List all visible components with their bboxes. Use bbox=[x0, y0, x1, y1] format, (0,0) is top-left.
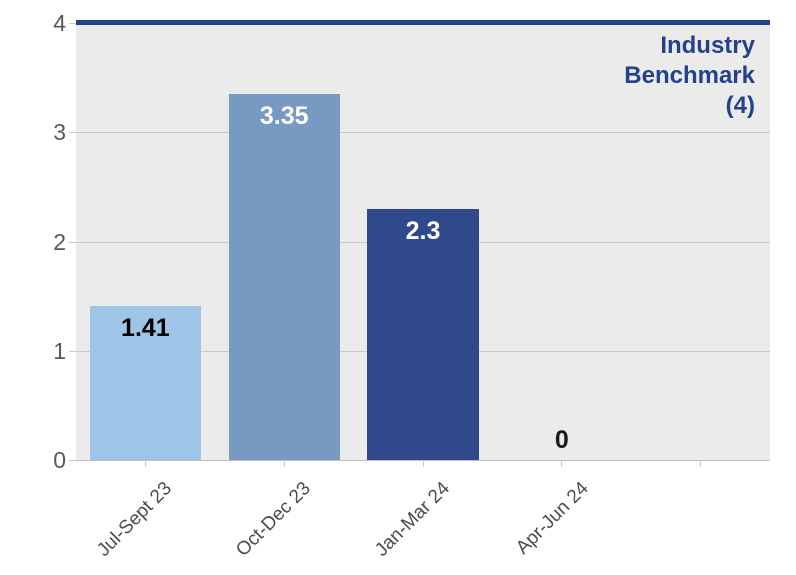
benchmark-line bbox=[76, 20, 770, 25]
x-axis-label-jan-mar-24: Jan-Mar 24 bbox=[371, 478, 454, 561]
y-axis-tick bbox=[69, 350, 76, 352]
benchmark-label-line1: Industry bbox=[660, 32, 755, 59]
bar-value-label-jan-mar-24: 2.3 bbox=[405, 216, 441, 245]
y-axis-label-1: 1 bbox=[53, 337, 66, 364]
bar-value-label-oct-dec-23: 3.35 bbox=[259, 102, 309, 130]
x-axis-tick bbox=[561, 461, 563, 467]
x-axis-label-oct-dec-23: Oct-Dec 23 bbox=[232, 478, 316, 561]
bar-value-label-apr-jun-24: 0 bbox=[554, 426, 569, 454]
y-axis-label-2: 2 bbox=[53, 228, 66, 255]
bar-value-label-jul-sept-23: 1.41 bbox=[121, 313, 170, 342]
benchmark-label: Industry Benchmark (4) bbox=[624, 31, 755, 121]
benchmark-label-line2: Benchmark bbox=[624, 62, 755, 89]
y-axis-tick bbox=[69, 241, 76, 243]
y-axis-label-4: 4 bbox=[53, 10, 66, 36]
gridline-y3 bbox=[76, 132, 770, 134]
y-axis-label-3: 3 bbox=[53, 119, 66, 146]
y-axis-tick bbox=[69, 132, 76, 134]
y-axis-label-0: 0 bbox=[53, 447, 66, 473]
x-axis-tick bbox=[700, 461, 702, 467]
x-axis-label-jul-sept-23: Jul-Sept 23 bbox=[93, 478, 177, 561]
bar-oct-dec-23 bbox=[228, 94, 340, 460]
y-axis-tick bbox=[69, 23, 76, 24]
bar-jul-sept-23 bbox=[89, 305, 201, 460]
x-axis-tick bbox=[144, 461, 146, 467]
y-axis-tick bbox=[69, 460, 76, 461]
x-axis-tick bbox=[283, 461, 285, 467]
x-axis-tick bbox=[422, 461, 424, 467]
benchmark-label-line3: (4) bbox=[725, 92, 755, 119]
bar-jan-mar-24 bbox=[367, 208, 479, 460]
plot-area: Industry Benchmark (4) 1.41 3.35 2.3 0 bbox=[76, 20, 770, 461]
x-axis-label-apr-jun-24: Apr-Jun 24 bbox=[512, 478, 593, 559]
